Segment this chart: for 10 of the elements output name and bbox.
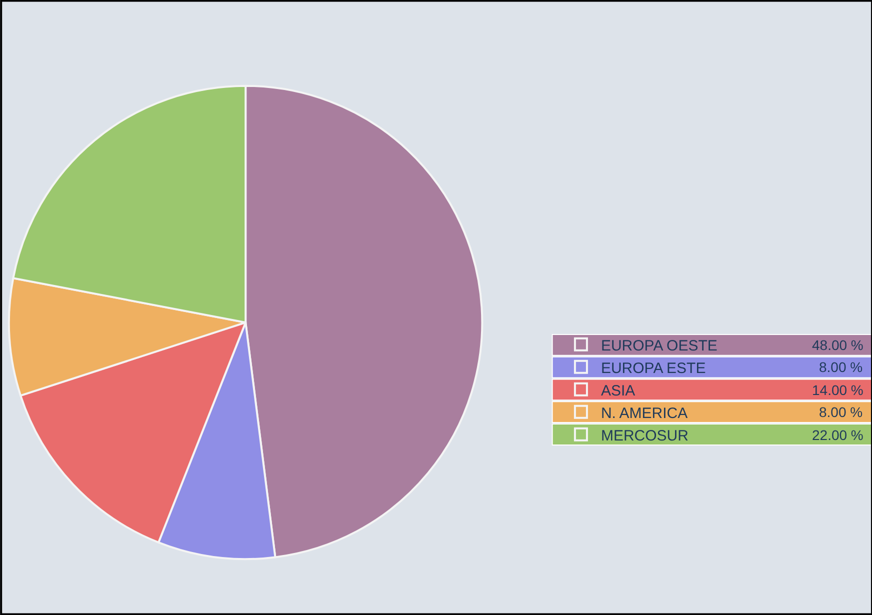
data-label: 8.00 % (819, 404, 863, 420)
legend-label: ASIA (600, 382, 636, 400)
data-label: 22.00 % (812, 427, 864, 443)
legend-label: N. AMERICA (600, 404, 688, 422)
legend-label: EUROPA ESTE (600, 360, 706, 377)
data-label: 14.00 % (812, 382, 864, 398)
data-label: 48.00 % (812, 337, 864, 353)
data-label: 8.00 % (819, 359, 863, 375)
legend-label: EUROPA OESTE (600, 337, 718, 354)
legend-label: MERCOSUR (600, 427, 689, 444)
